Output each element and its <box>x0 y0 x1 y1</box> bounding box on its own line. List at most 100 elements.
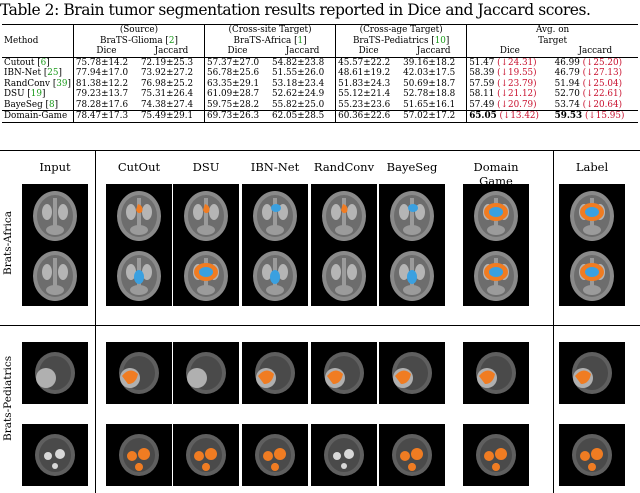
table-row: DSU [19] 79.23±13.7 75.31±26.4 61.09±28.7 52… <box>2 89 638 100</box>
dice-header: Dice <box>499 46 520 56</box>
score-cell: 55.23±23.6 <box>338 99 391 110</box>
score-cell: 45.57±22.2 <box>335 56 402 68</box>
mri-scan <box>22 184 88 246</box>
column-label-input: Input <box>39 160 71 174</box>
score-cell: 55.12±21.4 <box>338 89 391 99</box>
mri-scan <box>106 244 172 306</box>
figure-top-rule <box>0 150 640 151</box>
table-row: Domain-Game 78.47±17.3 75.49±29.1 69.73±26.… <box>2 110 638 123</box>
avg-dice-cell: 58.11 (↓21.12) <box>469 89 537 99</box>
avg-dice-cell: 65.05 (↓13.42) <box>466 110 553 123</box>
mri-scan <box>379 424 445 486</box>
score-cell: 76.98±25.2 <box>138 78 205 89</box>
mri-scan <box>173 184 239 246</box>
group-header-cross-site: (Cross-site Target) <box>204 24 337 36</box>
column-label-dsu: DSU <box>192 160 220 174</box>
score-cell: 51.83±24.3 <box>338 78 391 89</box>
mri-scan <box>379 184 445 246</box>
mri-scan <box>559 424 625 486</box>
method-cell: BayeSeg [8] <box>2 99 74 111</box>
row-label-brats-africa: Brats-Africa <box>2 211 14 275</box>
score-cell: 57.37±27.0 <box>204 56 271 68</box>
avg-jaccard-cell: 59.53 (↓15.95) <box>552 110 638 123</box>
method-cell: DSU [19] <box>2 89 74 100</box>
mri-scan <box>242 424 308 486</box>
mri-scan <box>463 244 529 306</box>
method-header: Method <box>2 35 74 46</box>
score-cell: 51.65±16.1 <box>401 99 468 111</box>
mri-scan <box>106 342 172 404</box>
figure-right-divider <box>553 150 554 493</box>
table-row: IBN-Net [25] 77.94±17.0 73.92±27.2 56.78±25… <box>2 68 638 79</box>
score-cell: 53.18±23.4 <box>270 78 337 89</box>
mri-scan <box>106 184 172 246</box>
score-cell: 62.05±28.5 <box>270 110 337 123</box>
score-cell: 55.82±25.0 <box>270 99 337 111</box>
mri-scan <box>559 244 625 306</box>
avg-dice-cell: 58.39 (↓19.55) <box>469 68 537 78</box>
column-label-bayeseg: BayeSeg <box>386 160 438 174</box>
score-cell: 39.16±18.2 <box>401 56 468 68</box>
avg-header: Avg. on <box>466 24 638 36</box>
score-cell: 61.09±28.7 <box>207 89 260 99</box>
results-table: (Source) (Cross-site Target) (Cross-age … <box>2 24 638 123</box>
avg-dice-cell: 51.47 (↓24.31) <box>466 56 553 68</box>
score-cell: 57.02±17.2 <box>401 110 468 123</box>
column-label-ibn-net: IBN-Net <box>250 160 300 174</box>
table-row: BayeSeg [8] 78.28±17.6 74.38±27.4 59.75±28.… <box>2 99 638 111</box>
mri-scan <box>379 342 445 404</box>
mri-scan <box>463 424 529 486</box>
avg-jaccard-cell: 52.70 (↓22.61) <box>554 89 623 99</box>
group-name-cross-age: BraTS-Pediatrics [10] <box>335 35 468 46</box>
table-caption: Table 2: Brain tumor segmentation result… <box>0 1 591 19</box>
mri-scan <box>311 342 377 404</box>
mri-scan <box>106 424 172 486</box>
score-cell: 72.19±25.3 <box>138 56 205 68</box>
score-cell: 77.94±17.0 <box>75 68 129 78</box>
mri-scan <box>22 244 88 306</box>
mri-scan <box>242 342 308 404</box>
mri-scan <box>242 244 308 306</box>
score-cell: 79.23±13.7 <box>75 89 129 99</box>
score-cell: 73.92±27.2 <box>138 68 205 79</box>
avg-jaccard-cell: 51.94 (↓25.04) <box>554 78 623 89</box>
method-cell: RandConv [39] <box>2 78 74 89</box>
mri-scan <box>242 184 308 246</box>
avg-dice-cell: 57.59 (↓23.79) <box>469 78 537 89</box>
mri-scan <box>559 342 625 404</box>
mri-scan <box>173 424 239 486</box>
score-cell: 50.69±18.7 <box>401 78 468 89</box>
row-label-brats-pediatrics: Brats-Pediatrics <box>2 355 14 441</box>
mri-scan <box>173 342 239 404</box>
mri-scan <box>311 184 377 246</box>
score-cell: 75.31±26.4 <box>138 89 205 100</box>
column-label-label: Label <box>575 160 609 174</box>
score-cell: 42.03±17.5 <box>401 68 468 79</box>
jaccard-header: Jaccard <box>138 46 205 57</box>
method-cell: Domain-Game <box>2 110 74 123</box>
score-cell: 52.78±18.8 <box>401 89 468 100</box>
column-label-randconv: RandConv <box>313 160 375 174</box>
score-cell: 56.78±25.6 <box>207 68 260 78</box>
mri-scan <box>463 342 529 404</box>
avg-jaccard-cell: 46.99 (↓25.20) <box>552 56 638 68</box>
score-cell: 48.61±19.2 <box>338 68 391 78</box>
score-cell: 69.73±26.3 <box>204 110 271 123</box>
avg-dice-cell: 57.49 (↓20.79) <box>469 99 537 110</box>
table-row: RandConv [39] 81.38±12.2 76.98±25.2 63.35±2… <box>2 78 638 89</box>
group-name-cross-site: BraTS-Africa [1] <box>204 35 337 46</box>
figure-middle-rule <box>0 325 640 326</box>
group-header-cross-age: (Cross-age Target) <box>335 24 468 36</box>
figure-left-divider <box>95 150 96 493</box>
score-cell: 51.55±26.0 <box>270 68 337 79</box>
dice-header: Dice <box>358 46 379 56</box>
dice-header: Dice <box>96 46 117 56</box>
score-cell: 75.49±29.1 <box>138 110 205 123</box>
score-cell: 75.78±14.2 <box>73 56 139 68</box>
table-row: Cutout [6] 75.78±14.2 72.19±25.3 57.37±27.0… <box>2 56 638 68</box>
mri-scan <box>463 184 529 246</box>
mri-scan <box>379 244 445 306</box>
score-cell: 74.38±27.4 <box>138 99 205 111</box>
mri-scan <box>311 244 377 306</box>
score-cell: 81.38±12.2 <box>75 78 129 89</box>
